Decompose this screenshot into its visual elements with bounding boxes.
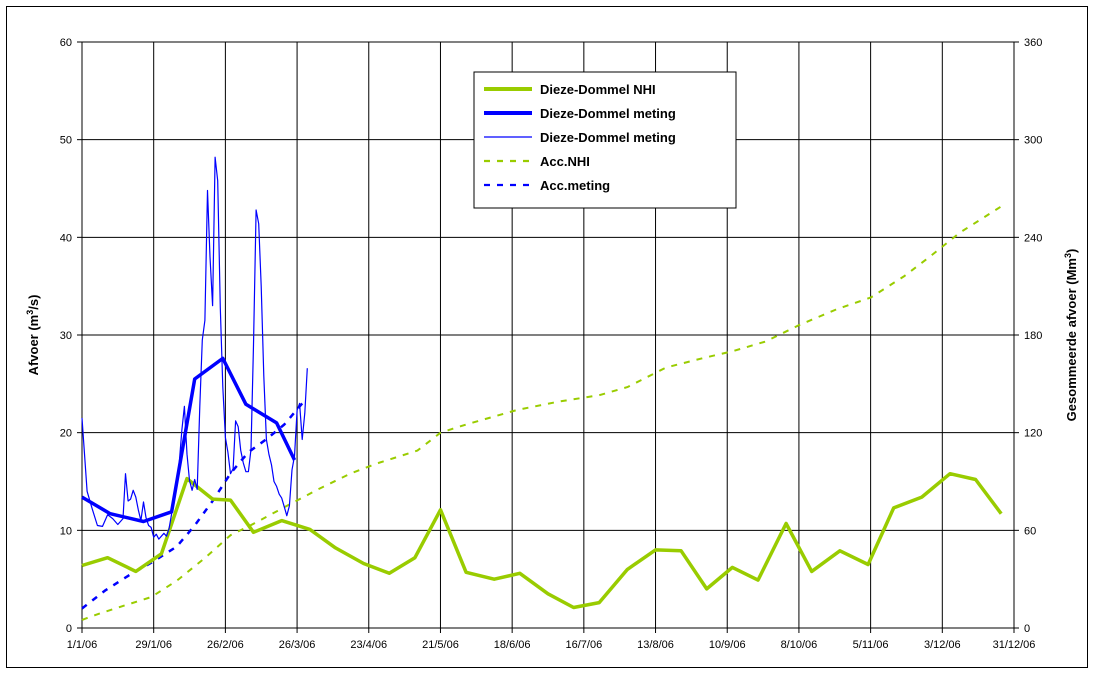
y-left-tick-label: 10: [60, 525, 72, 537]
y-right-tick-label: 180: [1024, 330, 1042, 342]
y-left-tick-label: 0: [66, 623, 72, 635]
y-right-tick-label: 60: [1024, 525, 1036, 537]
y-right-tick-label: 300: [1024, 135, 1042, 147]
y-left-tick-label: 60: [60, 37, 72, 49]
series-layer: [81, 156, 1005, 621]
legend: Dieze-Dommel NHI Dieze-Dommel meting Dieze…: [473, 71, 737, 209]
series-line-1: [81, 356, 297, 524]
x-tick-label: 10/9/06: [709, 639, 746, 651]
x-tick-label: 8/10/06: [781, 639, 818, 651]
x-tick-label: 31/12/06: [993, 639, 1036, 651]
x-tick-label: 21/5/06: [422, 639, 459, 651]
series-line-2: [81, 156, 308, 540]
legend-label: Acc.meting: [540, 178, 610, 193]
legend-label: Acc.NHI: [540, 154, 590, 169]
x-tick-label: 18/6/06: [494, 639, 531, 651]
series-line-0: [81, 471, 1003, 610]
y-right-tick-label: 360: [1024, 37, 1042, 49]
y-left-tick-label: 20: [60, 428, 72, 440]
legend-box: [473, 71, 737, 209]
tick-labels: 0 10 20 30 40 50 60 0 60 120 180 240 300 360 1/1/06 29/…: [60, 37, 1043, 651]
x-tick-label: 5/11/06: [853, 639, 889, 651]
x-tick-label: 29/1/06: [135, 639, 172, 651]
y-axis-right-label: Gesommeerde afvoer (Mm3): [1063, 249, 1079, 422]
legend-label: Dieze-Dommel NHI: [540, 82, 656, 97]
x-tick-label: 13/8/06: [637, 639, 674, 651]
x-tick-label: 16/7/06: [565, 639, 602, 651]
y-right-tick-label: 0: [1024, 623, 1030, 635]
y-left-tick-label: 40: [60, 232, 72, 244]
y-axis-left-label: Afvoer (m3/s): [25, 295, 41, 376]
series-line-4: [81, 402, 304, 610]
x-tick-label: 23/4/06: [350, 639, 387, 651]
y-left-tick-label: 30: [60, 330, 72, 342]
x-tick-label: 26/3/06: [279, 639, 316, 651]
legend-label: Dieze-Dommel meting: [540, 130, 676, 145]
x-tick-label: 1/1/06: [67, 639, 98, 651]
series-line-3: [81, 203, 1005, 621]
x-tick-label: 26/2/06: [207, 639, 244, 651]
x-tick-label: 3/12/06: [924, 639, 961, 651]
legend-label: Dieze-Dommel meting: [540, 106, 676, 121]
y-right-tick-label: 240: [1024, 232, 1042, 244]
y-left-tick-label: 50: [60, 135, 72, 147]
y-right-tick-label: 120: [1024, 428, 1042, 440]
